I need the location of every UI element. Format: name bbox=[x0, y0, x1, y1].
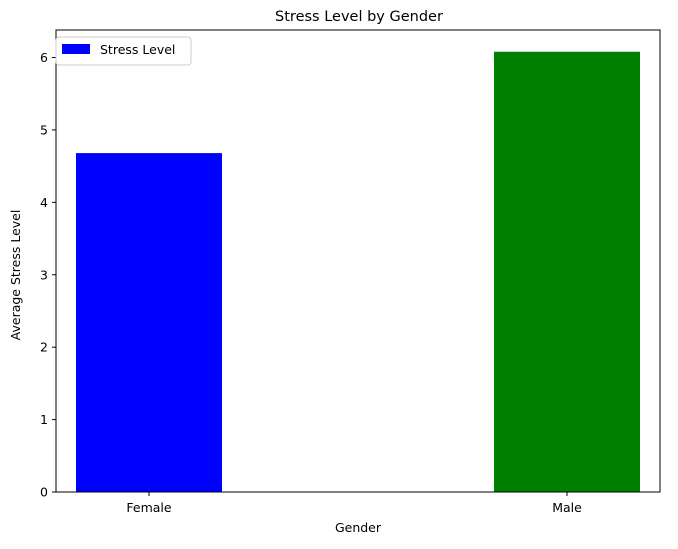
legend-label: Stress Level bbox=[100, 42, 175, 57]
y-tick-label: 3 bbox=[40, 267, 48, 282]
plot-frame bbox=[55, 29, 661, 493]
y-tick-label: 0 bbox=[40, 485, 48, 500]
y-axis-label: Average Stress Level bbox=[8, 210, 23, 341]
y-tick-label: 1 bbox=[40, 412, 48, 427]
legend: Stress Level bbox=[55, 36, 192, 66]
legend-swatch bbox=[62, 44, 90, 54]
x-tick-label: Male bbox=[552, 500, 582, 515]
y-tick-label: 6 bbox=[40, 50, 48, 65]
x-axis-label: Gender bbox=[335, 520, 382, 535]
plot-area: Female Male 0 1 2 3 4 5 6 bbox=[40, 29, 661, 515]
y-tick-label: 5 bbox=[40, 122, 48, 137]
chart-title: Stress Level by Gender bbox=[275, 9, 443, 25]
bar-male bbox=[494, 51, 640, 493]
y-tick-label: 2 bbox=[40, 340, 48, 355]
bar-female bbox=[76, 153, 222, 492]
y-tick-label: 4 bbox=[40, 195, 48, 210]
x-tick-label: Female bbox=[126, 500, 172, 515]
